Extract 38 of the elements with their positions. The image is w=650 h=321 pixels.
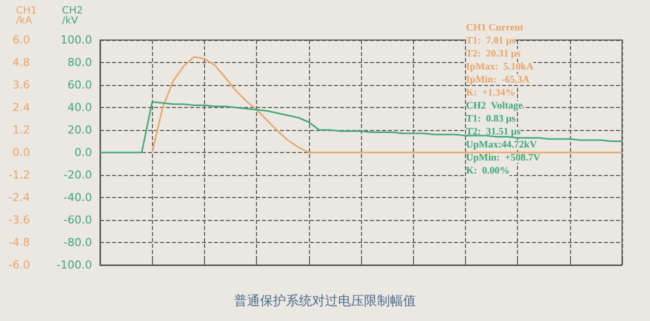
text: 普通保护系统对过电压限制幅值 bbox=[234, 293, 416, 309]
line-series bbox=[99, 101, 623, 154]
y-tick-label: -80.0 bbox=[64, 236, 92, 249]
annotation: IpMax: 5.10kA bbox=[466, 62, 534, 72]
y-tick-label: 0.0 bbox=[74, 146, 92, 159]
y-tick-label: 20.0 bbox=[68, 124, 92, 136]
y-axis-title: CH2 /kV bbox=[62, 6, 83, 26]
annotation: K: 0.00% bbox=[466, 166, 510, 176]
y-tick-label: 80.0 bbox=[68, 56, 92, 69]
y2-tick-label: -6.0 bbox=[8, 258, 30, 272]
annotation: CH2 Voltage bbox=[466, 100, 524, 112]
y-tick-label: -40.0 bbox=[64, 191, 92, 204]
y2-tick-label: 2.4 bbox=[12, 101, 30, 114]
y-tick-label: -20.0 bbox=[64, 168, 92, 182]
annotation: K: +1.34% bbox=[466, 88, 516, 98]
text: CH1 Current bbox=[466, 22, 524, 34]
y2-tick-label: 0.0 bbox=[12, 146, 30, 159]
y2-tick-label: -2.4 bbox=[8, 191, 30, 204]
y-tick-label: -100.0 bbox=[56, 258, 92, 272]
y-tick-label: 40.0 bbox=[68, 101, 92, 114]
y2-tick-label: -3.6 bbox=[8, 214, 30, 226]
y2-tick-label: 4.8 bbox=[12, 56, 30, 69]
annotation: UpMax:44.72kV bbox=[466, 140, 538, 150]
annotation: T1: 7.01 μs bbox=[466, 36, 516, 46]
y2-tick-label: 6.0 bbox=[12, 34, 30, 46]
annotation: T2: 20.31 μs bbox=[466, 48, 521, 60]
annotation: T1: 0.83 μs bbox=[466, 114, 516, 124]
y-tick-label: 100.0 bbox=[60, 34, 92, 46]
y2-tick-label: -4.8 bbox=[8, 236, 30, 249]
y2-tick-label: 3.6 bbox=[12, 78, 30, 92]
y-tick-label: 60.0 bbox=[68, 78, 92, 92]
y2-tick-label: -1.2 bbox=[8, 168, 30, 182]
annotation: IpMin: -65.3A bbox=[466, 74, 530, 86]
y-tick-label: -60.0 bbox=[64, 214, 92, 226]
y2-tick-label: 1.2 bbox=[12, 124, 30, 136]
y2-axis-title: CH1 /kA bbox=[16, 6, 37, 26]
annotation: T2: 31.51 μs bbox=[466, 126, 521, 138]
annotation: UpMin: +508.7V bbox=[466, 152, 542, 164]
